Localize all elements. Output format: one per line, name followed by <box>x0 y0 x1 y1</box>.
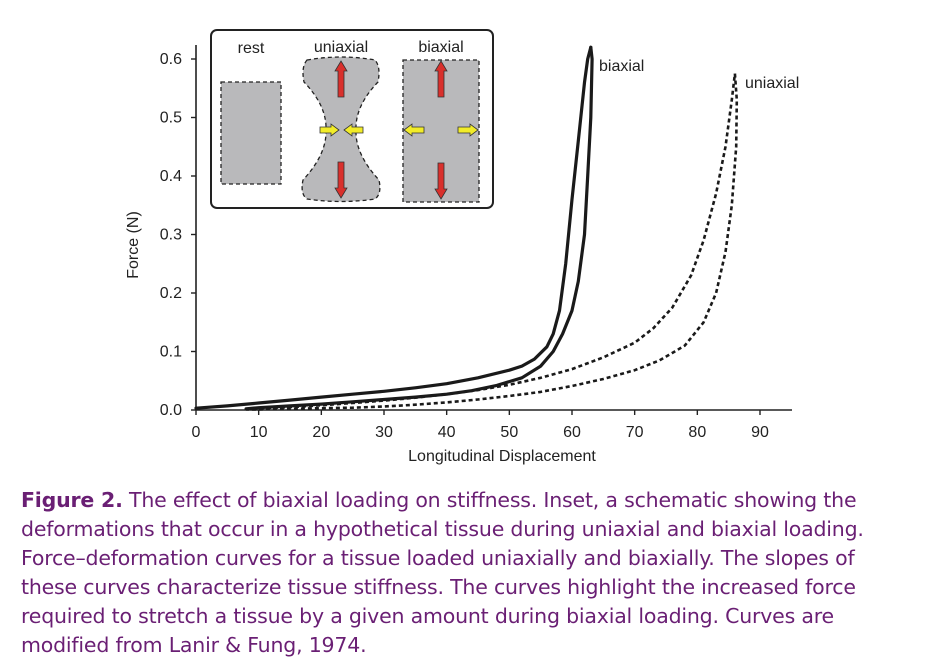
arrow-up-red-icon <box>434 60 448 98</box>
y-tick-label: 0.3 <box>160 227 182 244</box>
arrow-left-yellow-icon <box>343 123 364 137</box>
inset-label-rest: rest <box>238 40 265 57</box>
x-tick-label: 80 <box>688 424 706 441</box>
x-tick-label: 90 <box>751 424 769 441</box>
x-tick-label: 10 <box>250 424 268 441</box>
arrow-right-yellow-icon <box>319 123 340 137</box>
y-tick-label: 0.4 <box>160 168 182 185</box>
y-tick-label: 0.1 <box>160 344 182 361</box>
x-tick-label: 20 <box>312 424 330 441</box>
x-tick-label: 70 <box>626 424 644 441</box>
x-tick-label: 60 <box>563 424 581 441</box>
arrow-down-red-icon <box>334 161 348 199</box>
uniaxial-tissue-shape <box>301 56 381 203</box>
arrow-down-red-icon <box>434 162 448 200</box>
x-axis-label: Longitudinal Displacement <box>408 448 596 465</box>
x-tick-label: 30 <box>375 424 393 441</box>
y-axis-label: Force (N) <box>125 211 142 279</box>
curve-uniaxial-unloading <box>246 73 739 411</box>
y-tick-label: 0.2 <box>160 285 182 302</box>
axis-ticks: 0 10 20 30 40 50 60 70 80 90 0.0 0.1 0.2 0.3 0.4 0.5 0.6 <box>160 51 769 441</box>
x-tick-label: 40 <box>438 424 456 441</box>
inset-label-biaxial: biaxial <box>418 39 463 56</box>
arrow-left-yellow-icon <box>403 123 425 137</box>
series-label-uniaxial: uniaxial <box>745 75 799 92</box>
series-label-biaxial: biaxial <box>599 58 644 75</box>
curve-biaxial-loading <box>194 45 593 410</box>
y-tick-label: 0.6 <box>160 51 182 68</box>
arrow-right-yellow-icon <box>457 123 479 137</box>
force-displacement-chart: 0 10 20 30 40 50 60 70 80 90 0.0 0.1 0.2 0.3 0.4 0.5 0.6… <box>125 29 799 465</box>
figure-caption: Figure 2. The effect of biaxial loading … <box>21 486 911 660</box>
y-tick-label: 0.0 <box>160 402 182 419</box>
x-tick-label: 50 <box>500 424 518 441</box>
rest-tissue-shape <box>220 81 282 185</box>
arrow-up-red-icon <box>334 60 348 98</box>
x-tick-label: 0 <box>192 424 201 441</box>
caption-text: The effect of biaxial loading on stiffne… <box>21 488 864 657</box>
curve-uniaxial-loading <box>246 73 737 411</box>
series-curves <box>194 45 739 411</box>
inset-schematic: rest uniaxial biaxial <box>210 29 494 209</box>
inset-label-uniaxial: uniaxial <box>314 39 368 56</box>
caption-lead: Figure 2. <box>21 488 123 512</box>
y-tick-label: 0.5 <box>160 110 182 127</box>
